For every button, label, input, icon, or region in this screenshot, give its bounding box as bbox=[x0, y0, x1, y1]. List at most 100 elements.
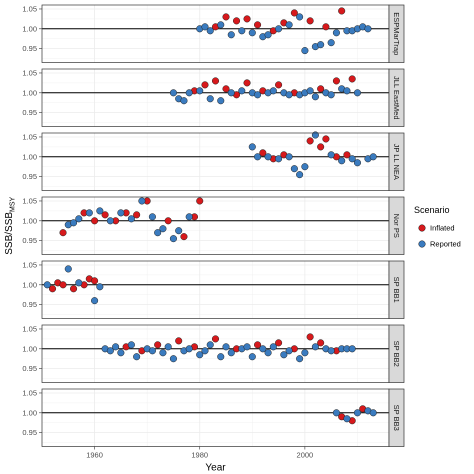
panel-background bbox=[42, 197, 389, 255]
data-point-reported bbox=[75, 215, 83, 223]
facet-strip bbox=[388, 132, 405, 191]
x-tick-label: 1960 bbox=[86, 451, 103, 460]
data-point-reported bbox=[164, 343, 172, 351]
data-point-reported bbox=[348, 155, 356, 163]
data-point-reported bbox=[106, 217, 114, 225]
y-tick-label: 0.95 bbox=[22, 300, 37, 309]
panel-background bbox=[42, 133, 389, 191]
data-point-reported bbox=[91, 297, 99, 305]
x-axis-title: Year bbox=[205, 463, 226, 474]
data-point-reported bbox=[127, 215, 135, 223]
data-point-inflated bbox=[91, 217, 99, 225]
data-point-reported bbox=[301, 349, 309, 357]
data-point-inflated bbox=[201, 81, 209, 89]
data-point-reported bbox=[185, 89, 193, 97]
data-point-reported bbox=[364, 25, 372, 33]
data-point-reported bbox=[64, 265, 72, 273]
data-point-inflated bbox=[48, 285, 57, 293]
y-tick-label: 0.95 bbox=[22, 428, 37, 437]
legend-title: Scenario bbox=[414, 205, 450, 215]
data-point-inflated bbox=[232, 17, 241, 25]
data-point-reported bbox=[169, 235, 177, 243]
data-point-reported bbox=[264, 349, 272, 357]
data-point-reported bbox=[275, 155, 283, 163]
data-point-reported bbox=[117, 349, 125, 357]
data-point-inflated bbox=[59, 229, 67, 237]
data-point-reported bbox=[201, 347, 209, 355]
y-tick-label: 1.05 bbox=[22, 196, 37, 205]
data-point-reported bbox=[185, 345, 193, 353]
data-point-inflated bbox=[196, 197, 204, 205]
data-point-reported bbox=[217, 353, 225, 361]
data-point-inflated bbox=[322, 23, 330, 31]
y-tick-label: 1.00 bbox=[22, 24, 37, 33]
data-point-reported bbox=[227, 89, 235, 97]
facet-label-jll-eastmed: JLL EastMed bbox=[392, 76, 401, 120]
data-point-inflated bbox=[317, 339, 325, 347]
data-point-reported bbox=[264, 153, 272, 161]
facet-strip bbox=[388, 260, 405, 319]
x-tick-label: 2000 bbox=[297, 451, 314, 460]
data-point-reported bbox=[301, 163, 309, 171]
data-point-reported bbox=[327, 39, 335, 47]
data-point-reported bbox=[206, 95, 214, 103]
y-tick-label: 1.05 bbox=[22, 388, 37, 397]
data-point-reported bbox=[285, 347, 293, 355]
data-point-reported bbox=[275, 25, 283, 33]
y-tick-label: 1.05 bbox=[22, 68, 37, 77]
data-point-reported bbox=[243, 343, 251, 351]
facet-strip bbox=[388, 4, 405, 63]
data-point-reported bbox=[85, 209, 93, 217]
y-tick-label: 1.00 bbox=[22, 216, 37, 225]
facet-label-espmartrap: ESPMarTrap bbox=[392, 12, 401, 55]
data-point-inflated bbox=[332, 77, 340, 85]
x-tick-label: 1980 bbox=[191, 451, 208, 460]
facet-label-sp-bb3: SP BB3 bbox=[392, 405, 401, 431]
data-point-reported bbox=[285, 91, 293, 99]
data-point-inflated bbox=[243, 15, 251, 23]
data-point-inflated bbox=[338, 7, 346, 15]
data-point-reported bbox=[259, 345, 267, 353]
data-point-reported bbox=[106, 347, 114, 355]
data-point-reported bbox=[248, 29, 256, 37]
panel-background bbox=[42, 261, 389, 319]
data-point-inflated bbox=[306, 137, 314, 145]
data-point-inflated bbox=[348, 75, 356, 83]
data-point-inflated bbox=[59, 281, 67, 289]
data-point-reported bbox=[43, 281, 51, 289]
facet-strip bbox=[388, 388, 405, 447]
data-point-inflated bbox=[222, 85, 230, 93]
data-point-reported bbox=[327, 347, 335, 355]
data-point-reported bbox=[353, 159, 362, 167]
data-point-reported bbox=[159, 225, 167, 233]
data-point-reported bbox=[175, 227, 183, 235]
data-point-inflated bbox=[306, 17, 314, 25]
y-axis-title-main: SSB/SSB bbox=[4, 212, 15, 255]
data-point-reported bbox=[206, 27, 214, 35]
y-tick-label: 1.05 bbox=[22, 4, 37, 13]
facet-strip bbox=[388, 68, 405, 127]
data-point-reported bbox=[185, 213, 193, 221]
data-point-reported bbox=[353, 409, 362, 417]
data-point-reported bbox=[248, 143, 256, 151]
data-point-reported bbox=[238, 27, 246, 35]
data-point-inflated bbox=[317, 143, 325, 151]
data-point-reported bbox=[196, 87, 204, 95]
data-point-inflated bbox=[211, 77, 220, 85]
data-point-inflated bbox=[175, 337, 183, 345]
legend-key-reported bbox=[418, 240, 426, 248]
y-tick-label: 0.95 bbox=[22, 108, 37, 117]
data-point-reported bbox=[290, 165, 298, 173]
y-tick-label: 0.95 bbox=[22, 236, 37, 245]
data-point-reported bbox=[133, 353, 141, 361]
data-point-reported bbox=[75, 279, 83, 287]
data-point-reported bbox=[264, 31, 272, 39]
data-point-reported bbox=[343, 415, 351, 423]
data-point-inflated bbox=[290, 9, 298, 17]
data-point-reported bbox=[311, 93, 319, 101]
data-point-reported bbox=[296, 13, 304, 21]
data-point-reported bbox=[369, 409, 377, 417]
data-point-reported bbox=[296, 355, 304, 363]
data-point-inflated bbox=[154, 341, 162, 349]
